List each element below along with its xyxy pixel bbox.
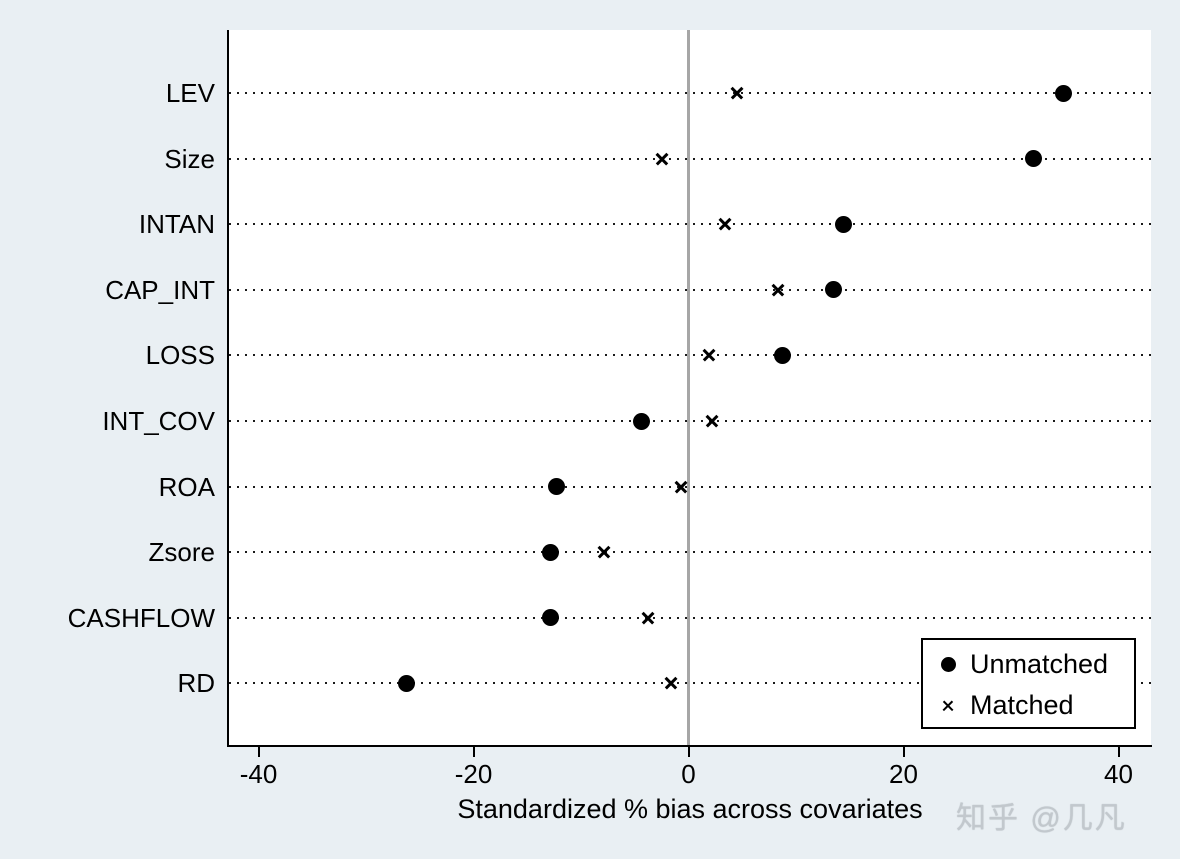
plot-area	[229, 30, 1151, 745]
x-axis-title: Standardized % bias across covariates	[457, 794, 923, 824]
y-tick-label: LEV	[165, 78, 215, 108]
matched-marker	[673, 479, 688, 494]
zero-reference-line	[687, 30, 690, 745]
unmatched-marker	[632, 412, 650, 430]
gridline	[229, 420, 1151, 423]
unmatched-marker	[1025, 150, 1043, 168]
x-tick-label: 20	[889, 759, 918, 789]
gridline	[229, 288, 1151, 291]
watermark: 知乎 @几凡	[956, 802, 1127, 835]
unmatched-marker	[773, 346, 791, 364]
y-tick-label: CASHFLOW	[67, 602, 215, 633]
legend-label-unmatched: Unmatched	[970, 649, 1109, 679]
y-tick-label: INT_COV	[102, 406, 215, 437]
y-tick-label: Zsore	[148, 537, 215, 568]
gridline	[229, 223, 1151, 226]
unmatched-marker	[825, 281, 843, 299]
matched-marker	[718, 217, 733, 232]
x-tick-mark	[472, 747, 475, 757]
unmatched-marker	[1055, 84, 1073, 102]
gridline	[229, 485, 1151, 488]
gridline	[229, 551, 1151, 554]
y-tick-label: Size	[164, 143, 215, 174]
matched-marker	[640, 610, 655, 625]
matched-marker	[701, 348, 716, 363]
unmatched-marker	[542, 543, 560, 561]
matched-marker	[654, 151, 669, 166]
x-tick-mark	[1117, 747, 1120, 757]
x-tick-mark	[687, 747, 690, 757]
unmatched-marker	[547, 478, 565, 496]
legend-marker-cell	[935, 699, 961, 712]
x-tick-mark	[257, 747, 260, 757]
legend-label-matched: Matched	[970, 690, 1074, 720]
y-tick-label: INTAN	[138, 209, 215, 240]
y-tick-label: CAP_INT	[105, 274, 215, 305]
unmatched-marker	[542, 609, 560, 627]
matched-marker	[664, 676, 679, 691]
gridline	[229, 616, 1151, 619]
gridline	[229, 157, 1151, 160]
y-tick-label: LOSS	[145, 340, 215, 371]
y-tick-label: ROA	[158, 471, 215, 502]
gridline	[229, 92, 1151, 94]
unmatched-marker	[834, 215, 852, 233]
y-tick-label: RD	[177, 668, 215, 699]
gridline	[229, 682, 1151, 685]
x-tick-label: 0	[681, 759, 696, 789]
matched-marker	[596, 545, 611, 560]
x-tick-mark	[902, 747, 905, 757]
x-tick-label: -40	[239, 759, 278, 789]
matched-marker	[729, 86, 744, 101]
x-marker-icon	[942, 699, 955, 712]
legend-item-unmatched: Unmatched	[935, 644, 1134, 685]
circle-marker-icon	[940, 657, 956, 672]
legend: Unmatched Matched	[921, 638, 1136, 729]
matched-marker	[770, 282, 785, 297]
legend-marker-cell	[935, 657, 961, 672]
matched-marker	[705, 414, 720, 429]
y-axis-line	[227, 30, 229, 747]
gridline	[229, 354, 1151, 357]
x-axis-line	[227, 745, 1152, 747]
x-tick-label: 40	[1104, 759, 1133, 789]
unmatched-marker	[398, 674, 416, 692]
legend-item-matched: Matched	[935, 685, 1134, 726]
x-tick-label: -20	[454, 759, 493, 789]
